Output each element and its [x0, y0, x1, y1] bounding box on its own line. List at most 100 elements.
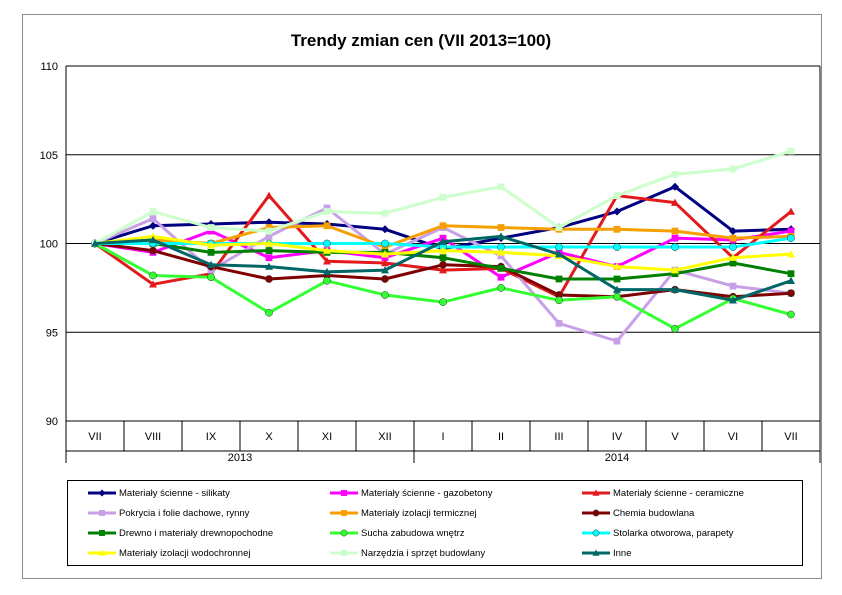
chart-legend: Materiały ścienne - silikaty Materiały śc… — [67, 480, 803, 566]
data-point — [613, 337, 621, 345]
data-point — [207, 260, 215, 268]
year-group-label: 2013 — [228, 452, 252, 464]
data-point — [613, 275, 621, 283]
data-point — [323, 204, 331, 212]
data-point — [381, 254, 389, 262]
data-point — [729, 259, 737, 267]
x-tick-label: I — [441, 431, 444, 443]
legend-label: Materiały ścienne - gazobetony — [361, 487, 493, 499]
legend-item: Materiały ścienne - silikaty — [88, 485, 230, 501]
data-point — [265, 224, 273, 231]
legend-marker — [98, 549, 106, 556]
data-point — [613, 192, 621, 199]
data-point — [439, 237, 447, 245]
legend-item: Materiały izolacji wodochronnej — [88, 545, 250, 561]
data-point — [787, 270, 795, 278]
x-tick-label: IX — [206, 431, 217, 443]
data-point — [787, 289, 795, 298]
data-point — [381, 266, 389, 274]
data-point — [497, 224, 505, 231]
data-point — [555, 243, 563, 251]
data-point — [671, 285, 679, 293]
x-tick-label: VIII — [145, 431, 162, 443]
data-point — [497, 284, 505, 292]
data-point — [671, 227, 679, 235]
y-tick-label: 110 — [40, 61, 58, 73]
data-point — [439, 298, 447, 306]
legend-marker — [341, 550, 347, 556]
legend-label: Pokrycia i folie dachowe, rynny — [119, 507, 250, 519]
data-point — [729, 243, 737, 251]
legend-swatch — [330, 490, 358, 496]
y-tick-label: 100 — [40, 239, 58, 251]
data-point — [323, 246, 331, 254]
data-point — [149, 215, 157, 223]
legend-label: Chemia budowlana — [613, 507, 695, 519]
legend-marker — [341, 490, 347, 496]
data-point — [497, 183, 505, 191]
data-point — [729, 227, 737, 236]
x-tick-label: III — [554, 431, 563, 443]
data-point — [265, 191, 273, 199]
data-point — [381, 239, 389, 248]
legend-swatch — [582, 549, 610, 556]
legend-marker — [98, 489, 106, 497]
data-point — [613, 243, 621, 251]
data-point — [439, 222, 447, 230]
data-point — [729, 296, 737, 304]
legend-item: Narzędzia i sprzęt budowlany — [330, 545, 485, 561]
data-point — [439, 246, 447, 254]
x-tick-label: VII — [784, 431, 797, 443]
data-point — [149, 208, 157, 215]
data-point — [91, 239, 99, 247]
x-tick-label: V — [671, 431, 679, 443]
x-tick-label: II — [498, 431, 504, 443]
data-point — [555, 319, 563, 327]
data-point — [787, 276, 795, 284]
data-point — [787, 147, 795, 155]
legend-swatch — [88, 549, 116, 556]
data-point — [323, 267, 331, 276]
data-point — [497, 232, 505, 240]
data-point — [265, 308, 273, 317]
data-point — [729, 165, 737, 173]
legend-marker — [340, 529, 348, 537]
legend-item: Materiały ścienne - gazobetony — [330, 485, 493, 501]
legend-marker — [592, 529, 600, 537]
data-point — [207, 227, 215, 235]
chart-title: Trendy zmian cen (VII 2013=100) — [290, 31, 552, 50]
legend-item: Chemia budowlana — [582, 505, 694, 521]
data-point — [613, 207, 621, 216]
data-point — [555, 296, 563, 305]
legend-marker — [99, 510, 105, 516]
chart-frame — [22, 14, 822, 579]
x-tick-label: VI — [728, 431, 738, 443]
data-point — [671, 266, 679, 274]
data-point — [555, 224, 563, 231]
data-point — [265, 227, 273, 235]
legend-swatch — [330, 550, 358, 556]
legend-marker — [592, 549, 600, 556]
data-point — [439, 193, 447, 201]
series-12 — [91, 232, 795, 304]
data-point — [671, 243, 679, 251]
data-point — [207, 224, 215, 231]
data-point — [439, 266, 447, 274]
data-point — [207, 273, 215, 282]
legend-swatch — [582, 489, 610, 496]
data-point — [787, 227, 795, 235]
legend-label: Materiały ścienne - ceramiczne — [613, 487, 744, 499]
data-point — [671, 182, 679, 191]
legend-swatch — [582, 529, 610, 537]
data-point — [613, 262, 621, 270]
x-tick-label: XII — [378, 431, 391, 443]
legend-marker — [341, 510, 347, 516]
legend-item: Pokrycia i folie dachowe, rynny — [88, 505, 249, 521]
data-point — [381, 259, 389, 267]
data-point — [729, 253, 737, 261]
data-point — [323, 208, 331, 215]
legend-swatch — [330, 510, 358, 516]
data-point — [265, 275, 273, 283]
legend-item: Inne — [582, 545, 632, 561]
